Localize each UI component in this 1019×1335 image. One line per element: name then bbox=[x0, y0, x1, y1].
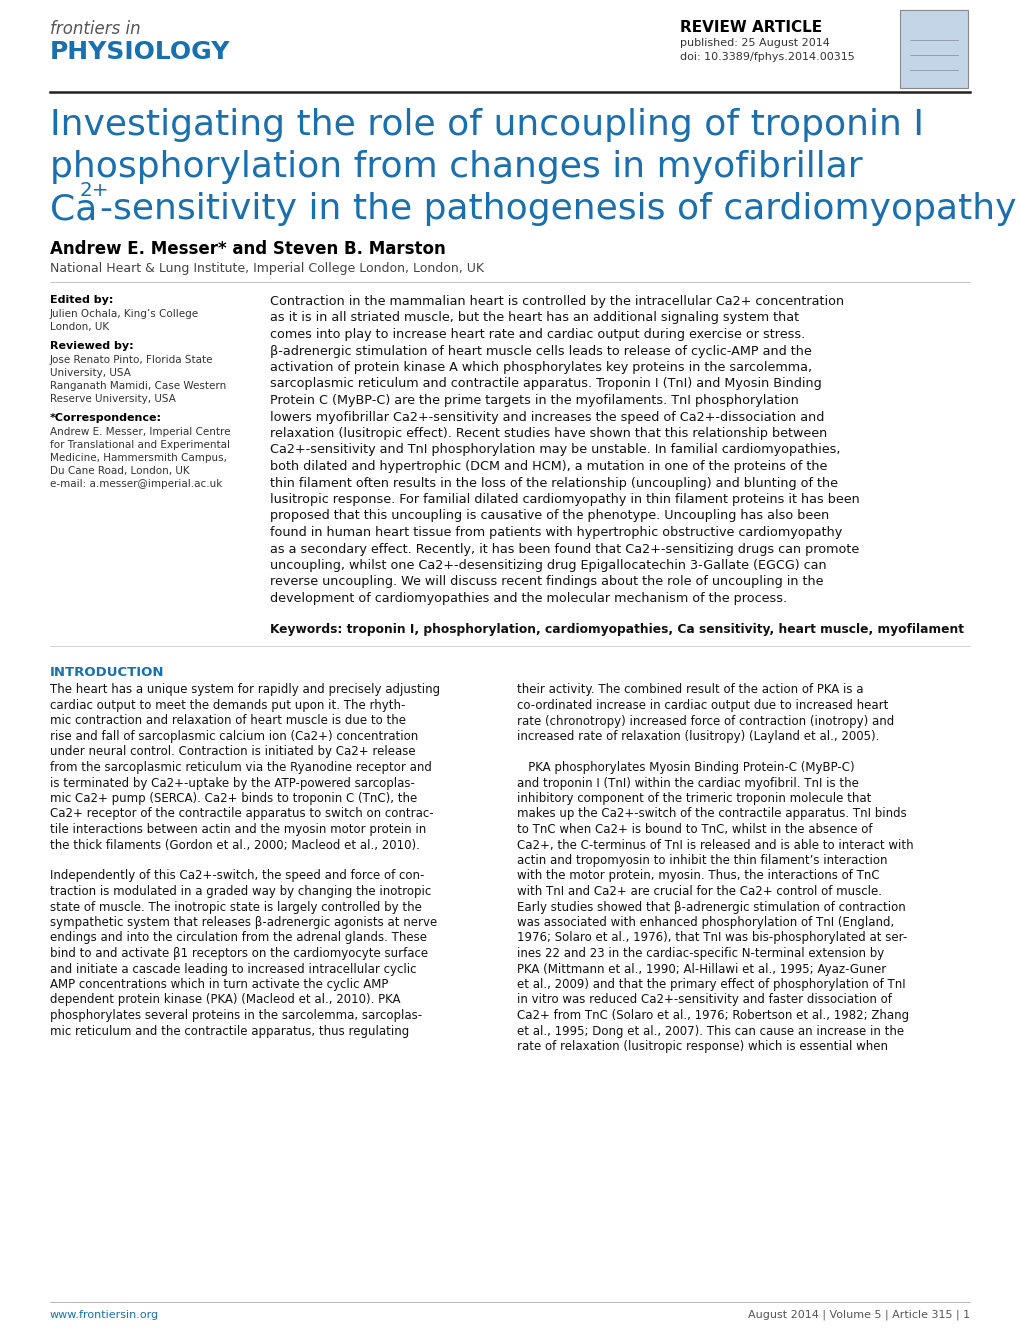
Text: endings and into the circulation from the adrenal glands. These: endings and into the circulation from th… bbox=[50, 932, 427, 944]
Text: β-adrenergic stimulation of heart muscle cells leads to release of cyclic-AMP an: β-adrenergic stimulation of heart muscle… bbox=[270, 344, 811, 358]
Text: for Translational and Experimental: for Translational and Experimental bbox=[50, 441, 229, 450]
Text: activation of protein kinase A which phosphorylates key proteins in the sarcolem: activation of protein kinase A which pho… bbox=[270, 360, 811, 374]
Text: with the motor protein, myosin. Thus, the interactions of TnC: with the motor protein, myosin. Thus, th… bbox=[517, 869, 878, 882]
Text: Ranganath Mamidi, Case Western: Ranganath Mamidi, Case Western bbox=[50, 380, 226, 391]
Text: Ca2+-sensitivity and TnI phosphorylation may be unstable. In familial cardiomyop: Ca2+-sensitivity and TnI phosphorylation… bbox=[270, 443, 840, 457]
Text: rise and fall of sarcoplasmic calcium ion (Ca2+) concentration: rise and fall of sarcoplasmic calcium io… bbox=[50, 730, 418, 744]
Text: Early studies showed that β-adrenergic stimulation of contraction: Early studies showed that β-adrenergic s… bbox=[517, 901, 905, 913]
Text: 1976; Solaro et al., 1976), that TnI was bis-phosphorylated at ser-: 1976; Solaro et al., 1976), that TnI was… bbox=[517, 932, 906, 944]
Text: makes up the Ca2+-switch of the contractile apparatus. TnI binds: makes up the Ca2+-switch of the contract… bbox=[517, 808, 906, 821]
Text: Julien Ochala, King’s College: Julien Ochala, King’s College bbox=[50, 308, 199, 319]
Text: is terminated by Ca2+-uptake by the ATP-powered sarcoplas-: is terminated by Ca2+-uptake by the ATP-… bbox=[50, 777, 415, 789]
Text: co-ordinated increase in cardiac output due to increased heart: co-ordinated increase in cardiac output … bbox=[517, 700, 888, 712]
Text: proposed that this uncoupling is causative of the phenotype. Uncoupling has also: proposed that this uncoupling is causati… bbox=[270, 510, 828, 522]
Text: frontiers in: frontiers in bbox=[50, 20, 141, 37]
Text: inhibitory component of the trimeric troponin molecule that: inhibitory component of the trimeric tro… bbox=[517, 792, 870, 805]
Text: published: 25 August 2014: published: 25 August 2014 bbox=[680, 37, 829, 48]
Text: in vitro was reduced Ca2+-sensitivity and faster dissociation of: in vitro was reduced Ca2+-sensitivity an… bbox=[517, 993, 891, 1007]
Text: INTRODUCTION: INTRODUCTION bbox=[50, 666, 164, 678]
Text: the thick filaments (Gordon et al., 2000; Macleod et al., 2010).: the thick filaments (Gordon et al., 2000… bbox=[50, 838, 420, 852]
Text: Reserve University, USA: Reserve University, USA bbox=[50, 394, 175, 405]
Text: under neural control. Contraction is initiated by Ca2+ release: under neural control. Contraction is ini… bbox=[50, 745, 415, 758]
Text: Andrew E. Messer, Imperial Centre: Andrew E. Messer, Imperial Centre bbox=[50, 427, 230, 437]
Bar bbox=[899, 9, 967, 88]
Text: rate of relaxation (lusitropic response) which is essential when: rate of relaxation (lusitropic response)… bbox=[517, 1040, 888, 1053]
Text: Ca2+ receptor of the contractile apparatus to switch on contrac-: Ca2+ receptor of the contractile apparat… bbox=[50, 808, 433, 821]
Text: cardiac output to meet the demands put upon it. The rhyth-: cardiac output to meet the demands put u… bbox=[50, 700, 405, 712]
Text: August 2014 | Volume 5 | Article 315 | 1: August 2014 | Volume 5 | Article 315 | 1 bbox=[747, 1310, 969, 1320]
Text: actin and tropomyosin to inhibit the thin filament’s interaction: actin and tropomyosin to inhibit the thi… bbox=[517, 854, 887, 866]
Text: sarcoplasmic reticulum and contractile apparatus. Troponin I (TnI) and Myosin Bi: sarcoplasmic reticulum and contractile a… bbox=[270, 378, 821, 391]
Text: to TnC when Ca2+ is bound to TnC, whilst in the absence of: to TnC when Ca2+ is bound to TnC, whilst… bbox=[517, 822, 871, 836]
Text: state of muscle. The inotropic state is largely controlled by the: state of muscle. The inotropic state is … bbox=[50, 901, 422, 913]
Text: with TnI and Ca2+ are crucial for the Ca2+ control of muscle.: with TnI and Ca2+ are crucial for the Ca… bbox=[517, 885, 881, 898]
Text: thin filament often results in the loss of the relationship (uncoupling) and blu: thin filament often results in the loss … bbox=[270, 477, 838, 490]
Text: sympathetic system that releases β-adrenergic agonists at nerve: sympathetic system that releases β-adren… bbox=[50, 916, 437, 929]
Text: www.frontiersin.org: www.frontiersin.org bbox=[50, 1310, 159, 1320]
Text: doi: 10.3389/fphys.2014.00315: doi: 10.3389/fphys.2014.00315 bbox=[680, 52, 854, 61]
Text: their activity. The combined result of the action of PKA is a: their activity. The combined result of t… bbox=[517, 684, 863, 697]
Text: London, UK: London, UK bbox=[50, 322, 109, 332]
Text: -sensitivity in the pathogenesis of cardiomyopathy: -sensitivity in the pathogenesis of card… bbox=[100, 192, 1016, 226]
Text: from the sarcoplasmic reticulum via the Ryanodine receptor and: from the sarcoplasmic reticulum via the … bbox=[50, 761, 431, 774]
Text: as it is in all striated muscle, but the heart has an additional signaling syste: as it is in all striated muscle, but the… bbox=[270, 311, 798, 324]
Text: REVIEW ARTICLE: REVIEW ARTICLE bbox=[680, 20, 821, 35]
Text: Du Cane Road, London, UK: Du Cane Road, London, UK bbox=[50, 466, 190, 477]
Text: Keywords: troponin I, phosphorylation, cardiomyopathies, Ca sensitivity, heart m: Keywords: troponin I, phosphorylation, c… bbox=[270, 623, 963, 637]
Text: Ca: Ca bbox=[50, 192, 97, 226]
Text: bind to and activate β1 receptors on the cardiomyocyte surface: bind to and activate β1 receptors on the… bbox=[50, 947, 428, 960]
Text: relaxation (lusitropic effect). Recent studies have shown that this relationship: relaxation (lusitropic effect). Recent s… bbox=[270, 427, 826, 441]
Text: and initiate a cascade leading to increased intracellular cyclic: and initiate a cascade leading to increa… bbox=[50, 963, 416, 976]
Text: AMP concentrations which in turn activate the cyclic AMP: AMP concentrations which in turn activat… bbox=[50, 979, 388, 991]
Text: Edited by:: Edited by: bbox=[50, 295, 113, 304]
Text: Reviewed by:: Reviewed by: bbox=[50, 340, 133, 351]
Text: Ca2+, the C-terminus of TnI is released and is able to interact with: Ca2+, the C-terminus of TnI is released … bbox=[517, 838, 913, 852]
Text: et al., 2009) and that the primary effect of phosphorylation of TnI: et al., 2009) and that the primary effec… bbox=[517, 979, 905, 991]
Text: dependent protein kinase (PKA) (Macleod et al., 2010). PKA: dependent protein kinase (PKA) (Macleod … bbox=[50, 993, 400, 1007]
Text: traction is modulated in a graded way by changing the inotropic: traction is modulated in a graded way by… bbox=[50, 885, 431, 898]
Text: uncoupling, whilst one Ca2+-desensitizing drug Epigallocatechin 3-Gallate (EGCG): uncoupling, whilst one Ca2+-desensitizin… bbox=[270, 559, 825, 571]
Text: e-mail: a.messer@imperial.ac.uk: e-mail: a.messer@imperial.ac.uk bbox=[50, 479, 222, 489]
Text: Independently of this Ca2+-switch, the speed and force of con-: Independently of this Ca2+-switch, the s… bbox=[50, 869, 424, 882]
Text: lusitropic response. For familial dilated cardiomyopathy in thin filament protei: lusitropic response. For familial dilate… bbox=[270, 493, 859, 506]
Text: Investigating the role of uncoupling of troponin I: Investigating the role of uncoupling of … bbox=[50, 108, 923, 142]
Text: The heart has a unique system for rapidly and precisely adjusting: The heart has a unique system for rapidl… bbox=[50, 684, 439, 697]
Text: ines 22 and 23 in the cardiac-specific N-terminal extension by: ines 22 and 23 in the cardiac-specific N… bbox=[517, 947, 883, 960]
Text: National Heart & Lung Institute, Imperial College London, London, UK: National Heart & Lung Institute, Imperia… bbox=[50, 262, 484, 275]
Text: and troponin I (TnI) within the cardiac myofibril. TnI is the: and troponin I (TnI) within the cardiac … bbox=[517, 777, 858, 789]
Text: PKA phosphorylates Myosin Binding Protein-C (MyBP-C): PKA phosphorylates Myosin Binding Protei… bbox=[517, 761, 854, 774]
Text: both dilated and hypertrophic (DCM and HCM), a mutation in one of the proteins o: both dilated and hypertrophic (DCM and H… bbox=[270, 461, 826, 473]
Text: increased rate of relaxation (lusitropy) (Layland et al., 2005).: increased rate of relaxation (lusitropy)… bbox=[517, 730, 878, 744]
Text: Contraction in the mammalian heart is controlled by the intracellular Ca2+ conce: Contraction in the mammalian heart is co… bbox=[270, 295, 844, 308]
Text: reverse uncoupling. We will discuss recent findings about the role of uncoupling: reverse uncoupling. We will discuss rece… bbox=[270, 575, 822, 589]
Text: phosphorylation from changes in myofibrillar: phosphorylation from changes in myofibri… bbox=[50, 150, 862, 184]
Text: tile interactions between actin and the myosin motor protein in: tile interactions between actin and the … bbox=[50, 822, 426, 836]
Text: PHYSIOLOGY: PHYSIOLOGY bbox=[50, 40, 230, 64]
Text: PKA (Mittmann et al., 1990; Al-Hillawi et al., 1995; Ayaz-Guner: PKA (Mittmann et al., 1990; Al-Hillawi e… bbox=[517, 963, 886, 976]
Text: Medicine, Hammersmith Campus,: Medicine, Hammersmith Campus, bbox=[50, 453, 227, 463]
Text: rate (chronotropy) increased force of contraction (inotropy) and: rate (chronotropy) increased force of co… bbox=[517, 714, 894, 728]
Text: Ca2+ from TnC (Solaro et al., 1976; Robertson et al., 1982; Zhang: Ca2+ from TnC (Solaro et al., 1976; Robe… bbox=[517, 1009, 908, 1023]
Text: et al., 1995; Dong et al., 2007). This can cause an increase in the: et al., 1995; Dong et al., 2007). This c… bbox=[517, 1024, 903, 1037]
Text: mic Ca2+ pump (SERCA). Ca2+ binds to troponin C (TnC), the: mic Ca2+ pump (SERCA). Ca2+ binds to tro… bbox=[50, 792, 417, 805]
Text: 2+: 2+ bbox=[79, 182, 109, 200]
Text: comes into play to increase heart rate and cardiac output during exercise or str: comes into play to increase heart rate a… bbox=[270, 328, 804, 340]
Text: Protein C (MyBP-C) are the prime targets in the myofilaments. TnI phosphorylatio: Protein C (MyBP-C) are the prime targets… bbox=[270, 394, 798, 407]
Text: phosphorylates several proteins in the sarcolemma, sarcoplas-: phosphorylates several proteins in the s… bbox=[50, 1009, 422, 1023]
Text: Andrew E. Messer* and Steven B. Marston: Andrew E. Messer* and Steven B. Marston bbox=[50, 240, 445, 258]
Text: mic contraction and relaxation of heart muscle is due to the: mic contraction and relaxation of heart … bbox=[50, 714, 406, 728]
Text: as a secondary effect. Recently, it has been found that Ca2+-sensitizing drugs c: as a secondary effect. Recently, it has … bbox=[270, 542, 858, 555]
Text: was associated with enhanced phosphorylation of TnI (England,: was associated with enhanced phosphoryla… bbox=[517, 916, 894, 929]
Text: *Correspondence:: *Correspondence: bbox=[50, 413, 162, 423]
Text: University, USA: University, USA bbox=[50, 368, 130, 378]
Text: mic reticulum and the contractile apparatus, thus regulating: mic reticulum and the contractile appara… bbox=[50, 1024, 409, 1037]
Text: development of cardiomyopathies and the molecular mechanism of the process.: development of cardiomyopathies and the … bbox=[270, 591, 787, 605]
Text: Jose Renato Pinto, Florida State: Jose Renato Pinto, Florida State bbox=[50, 355, 213, 364]
Text: found in human heart tissue from patients with hypertrophic obstructive cardiomy: found in human heart tissue from patient… bbox=[270, 526, 842, 539]
Text: lowers myofibrillar Ca2+-sensitivity and increases the speed of Ca2+-dissociatio: lowers myofibrillar Ca2+-sensitivity and… bbox=[270, 410, 823, 423]
